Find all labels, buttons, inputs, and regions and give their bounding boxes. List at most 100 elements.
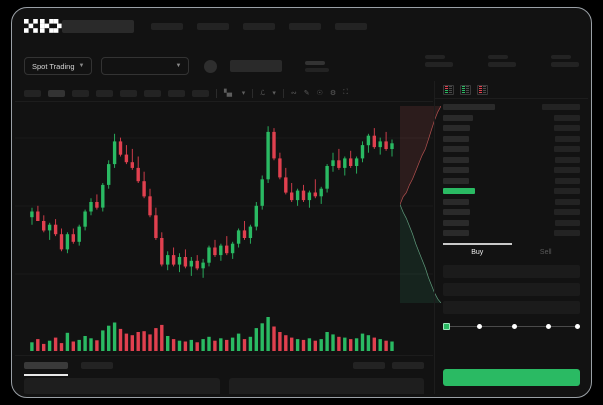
orderbook-row[interactable] [443, 230, 580, 236]
pair-name-label [230, 60, 283, 72]
orderbook-row-size [554, 114, 580, 121]
settings-icon[interactable]: ⚙ [329, 90, 337, 97]
okx-logo[interactable] [24, 19, 62, 33]
device-frame: Spot Trading ▼ ▼ ▚▖ ▾ ℒ ▾ [11, 7, 592, 398]
timeframe-7[interactable] [192, 89, 209, 97]
bottom-tab-1[interactable] [81, 362, 113, 369]
app-screen: Spot Trading ▼ ▼ ▚▖ ▾ ℒ ▾ [15, 11, 588, 394]
order-field-1[interactable] [443, 282, 580, 296]
bottom-card-0[interactable] [24, 378, 220, 394]
slider-node-50[interactable] [511, 323, 517, 329]
orderbook-row-price [443, 209, 470, 215]
sell-tab[interactable]: Sell [539, 248, 552, 256]
fullscreen-icon[interactable]: ⛶ [343, 89, 349, 96]
orderbook-row-price [443, 177, 469, 184]
orderbook-row[interactable] [443, 156, 580, 163]
pair-selector-dropdown[interactable]: ▼ [101, 57, 190, 75]
magnet-icon[interactable]: ☉ [316, 90, 323, 97]
active-side-underline [443, 243, 512, 245]
timeframe-5[interactable] [144, 89, 161, 97]
submit-buy-button[interactable] [443, 369, 580, 386]
orderbook-row-size [554, 167, 580, 173]
orderbook-bids-icon[interactable] [460, 84, 471, 95]
orderbook-row-size [554, 230, 580, 236]
orderbook-row-size [555, 198, 580, 205]
chart-toolbar: ▚▖ ▾ ℒ ▾ ∾ ✎ ☉ ⚙ ⛶ [15, 85, 433, 102]
orderbook-combined-icon[interactable] [443, 84, 454, 95]
slider-node-100[interactable] [575, 323, 580, 329]
timeframe-0[interactable] [24, 89, 41, 97]
order-field-2[interactable] [443, 300, 580, 314]
slider-node-25[interactable] [477, 323, 483, 329]
orderbook-row-size [554, 188, 580, 194]
timeframe-3[interactable] [96, 89, 113, 97]
chevron-down-icon: ▼ [175, 63, 182, 69]
orderbook-header [435, 81, 588, 99]
timeframe-4[interactable] [120, 89, 137, 97]
market-type-dropdown[interactable]: Spot Trading ▼ [24, 57, 93, 75]
orderbook-header-right [542, 104, 580, 110]
candle-type-icon[interactable]: ▚▖ [224, 90, 235, 97]
timeframe-1[interactable] [48, 89, 65, 97]
orderbook-row-size [555, 177, 580, 184]
volume-chart [15, 302, 433, 357]
orderbook-row[interactable] [443, 167, 580, 173]
ticker-stat-1-value [488, 62, 516, 67]
nav-item-4[interactable] [335, 22, 367, 30]
orderbook-row[interactable] [443, 177, 580, 184]
nav-item-0[interactable] [151, 22, 183, 30]
orderbook-row[interactable] [443, 209, 580, 215]
candlestick-svg [15, 126, 433, 278]
chevron-down-icon[interactable]: ▾ [241, 90, 246, 97]
orderbook-row[interactable] [443, 114, 580, 121]
candlestick-chart[interactable] [15, 102, 433, 302]
nav-item-2[interactable] [243, 22, 275, 30]
orderbook-row-price [443, 135, 469, 142]
chevron-down-icon[interactable]: ▾ [272, 90, 276, 97]
order-field-0[interactable] [443, 264, 580, 278]
bottom-action-0[interactable] [353, 362, 385, 369]
orderbook-row-price [443, 198, 469, 205]
toolbar-divider [252, 88, 254, 98]
orderbook-row-size [555, 135, 580, 142]
orderbook-row[interactable] [443, 198, 580, 205]
bottom-action-1[interactable] [392, 362, 424, 369]
orderbook-row-size [554, 146, 580, 152]
bottom-tab-1-label [81, 362, 113, 369]
orderbook-header-left [443, 104, 495, 110]
orderbook-row[interactable] [443, 146, 580, 152]
nav-item-3[interactable] [289, 22, 321, 30]
orderbook-row-size [554, 125, 580, 131]
ticker-stats [425, 55, 579, 67]
bottom-tab-0[interactable] [24, 362, 68, 376]
orderbook-row[interactable] [443, 188, 580, 194]
orderbook-row-price [443, 167, 469, 173]
pair-meta [305, 60, 330, 72]
orderbook-row[interactable] [443, 135, 580, 142]
amount-slider[interactable] [443, 322, 580, 332]
volume-svg [30, 317, 394, 351]
bottom-card-1[interactable] [228, 378, 424, 394]
ticker-stat-0 [425, 55, 453, 67]
pair-meta-line-2 [305, 67, 330, 72]
orderbook-row-price [443, 188, 475, 194]
pencil-icon[interactable]: ✎ [303, 90, 310, 97]
ticker-stat-2 [551, 55, 579, 67]
coin-avatar-icon [204, 59, 218, 73]
buy-tab[interactable]: Buy [471, 248, 484, 256]
nav-items [151, 22, 367, 30]
orderbook-asks-icon[interactable] [477, 84, 488, 95]
indicator-icon[interactable]: ℒ [260, 90, 266, 97]
orderbook-row-price [443, 125, 470, 131]
timeframe-2[interactable] [72, 89, 89, 97]
timeframe-6[interactable] [168, 89, 185, 97]
ticker-stat-1 [488, 55, 516, 67]
line-tool-icon[interactable]: ∾ [290, 90, 297, 97]
orderbook-row[interactable] [443, 219, 580, 226]
slider-handle[interactable] [443, 322, 450, 330]
global-search-input[interactable] [62, 19, 134, 33]
orderbook-row[interactable] [443, 125, 580, 131]
slider-node-75[interactable] [545, 323, 551, 329]
bottom-right-actions [353, 362, 424, 369]
nav-item-1[interactable] [197, 22, 229, 30]
